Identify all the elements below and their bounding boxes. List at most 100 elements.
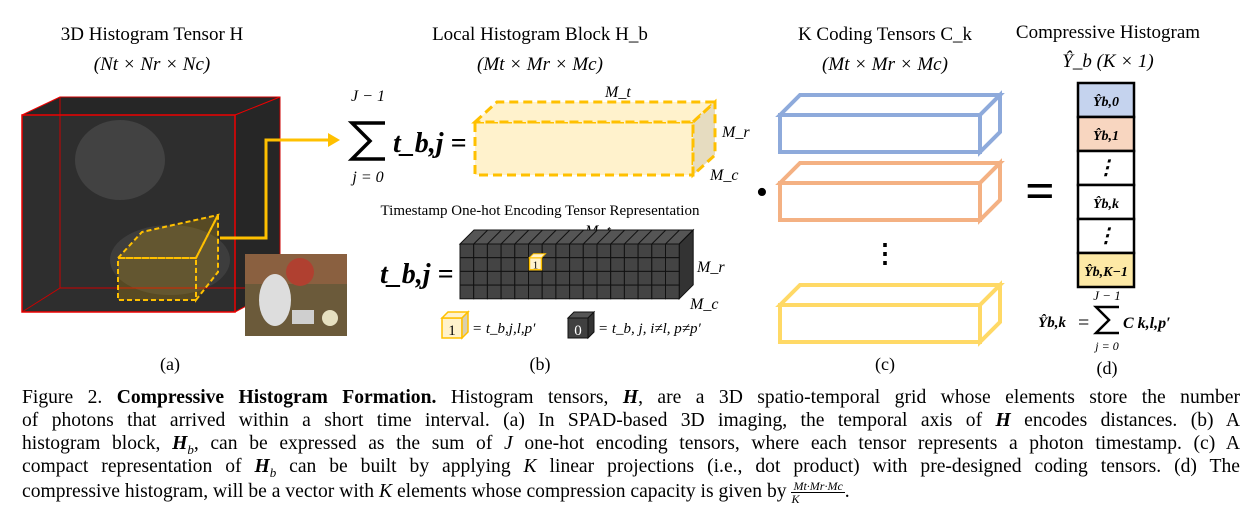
grid-cell xyxy=(473,270,488,286)
grid-cell xyxy=(582,243,598,259)
grid-cell xyxy=(623,257,639,272)
caption-segment: J xyxy=(504,433,513,454)
grid-cell xyxy=(459,270,475,286)
formula-eq: = xyxy=(1078,312,1089,334)
grid-cell xyxy=(541,270,557,286)
grid-cell xyxy=(473,243,488,259)
svg-text:Ŷb,0: Ŷb,0 xyxy=(1093,93,1119,110)
caption-line: Figure 2. Compressive Histogram Formatio… xyxy=(22,386,1240,409)
vector-cell: ⋮ xyxy=(1076,217,1136,255)
caption-segment: K xyxy=(523,456,537,477)
formula-term: C k,l,p′ xyxy=(1123,315,1171,332)
caption-segment: . xyxy=(844,481,850,502)
panel-d-dims: Ŷ_b (K × 1) xyxy=(1062,50,1153,72)
grid-cell xyxy=(665,243,680,259)
grid-cell xyxy=(500,243,516,259)
grid-cell xyxy=(582,284,598,300)
grid-cell xyxy=(500,270,516,286)
axis-mr: M_r xyxy=(721,124,750,141)
svg-text:Ŷb,1: Ŷb,1 xyxy=(1093,127,1119,144)
histogram-block xyxy=(471,98,719,179)
grid-cell xyxy=(596,243,612,259)
caption-segment: linear projections (i.e., dot product) w… xyxy=(536,456,1240,477)
caption-segment: Figure 2. xyxy=(22,387,117,408)
caption-line: of photons that arrived within a short t… xyxy=(22,409,1240,432)
grid-cell xyxy=(582,270,598,286)
caption-segment: H xyxy=(254,456,270,477)
legend-one-cube: 1 xyxy=(440,310,470,340)
dot-operator: • xyxy=(756,174,768,211)
figure-diagram: 3D Histogram Tensor H (Nt × Nr × Nc) (a)… xyxy=(21,22,1200,379)
grid-cell xyxy=(665,257,680,272)
grid-cell xyxy=(514,284,529,300)
equals-sign: = xyxy=(1025,163,1055,220)
legend-zero-text: = t_b, j, i≠l, p≠p′ xyxy=(598,321,702,337)
grid-cell xyxy=(582,257,598,272)
grid-cell xyxy=(596,270,612,286)
grid-cell xyxy=(528,284,543,300)
coding-tensor-blue xyxy=(775,90,1005,157)
grid-cell xyxy=(459,257,475,272)
grid-cell xyxy=(637,257,653,272)
grid-cell xyxy=(473,284,488,300)
formula-sum-symbol-icon xyxy=(1092,305,1119,335)
grid-cell xyxy=(623,270,639,286)
vector-cell: Ŷb,1 xyxy=(1076,115,1136,153)
panel-a-dims: (Nt × Nr × Nc) xyxy=(94,54,210,75)
grid-cell xyxy=(486,284,502,300)
vector-cell: Ŷb,K−1 xyxy=(1076,251,1136,289)
sum-symbol-icon xyxy=(347,121,385,161)
grid-cell xyxy=(541,284,557,300)
sum-lower: j = 0 xyxy=(350,169,383,186)
hot-cell: 1 xyxy=(528,253,547,272)
caption-line: histogram block, Hb, can be expressed as… xyxy=(22,432,1240,461)
legend-one-text: = t_b,j,l,p′ xyxy=(472,321,536,337)
caption-segment: can be built by applying xyxy=(276,456,524,477)
formula-lhs: Ŷb,k xyxy=(1038,314,1066,331)
grid-cell xyxy=(486,243,502,259)
caption-line: compressive histogram, will be a vector … xyxy=(22,480,1240,505)
coding-ellipsis: ⋮ xyxy=(872,239,898,268)
panel-c-dims: (Mt × Mr × Mc) xyxy=(822,54,948,75)
scene-photo xyxy=(245,254,347,336)
formula-lower: j = 0 xyxy=(1093,339,1118,353)
grid-cell xyxy=(610,257,625,272)
caption-segment: K xyxy=(378,481,393,502)
grid-cell xyxy=(610,270,625,286)
panel-a-title: 3D Histogram Tensor H xyxy=(61,24,244,45)
grid-cell xyxy=(665,270,680,286)
grid-cell xyxy=(500,284,516,300)
histogram-cube xyxy=(21,96,281,313)
svg-text:⋮: ⋮ xyxy=(1096,157,1116,179)
axis-mc: M_c xyxy=(709,167,738,184)
grid-cell xyxy=(623,284,639,300)
grid-cell xyxy=(459,243,475,259)
caption-segment: compressive histogram, will be a vector … xyxy=(22,481,379,502)
caption-segment: H xyxy=(995,410,1011,431)
caption-segment: , are a 3D spatio-temporal grid whose el… xyxy=(638,387,1241,408)
caption-segment: H xyxy=(172,433,188,454)
panel-d-title: Compressive Histogram xyxy=(1016,22,1200,43)
grid-cell xyxy=(610,284,625,300)
grid-cell xyxy=(651,257,666,272)
panel-d-label: (d) xyxy=(1097,358,1118,379)
svg-text:Ŷb,k: Ŷb,k xyxy=(1093,195,1119,212)
grid-cell xyxy=(637,284,653,300)
svg-text:⋮: ⋮ xyxy=(1096,225,1116,247)
caption-segment: elements whose compression capacity is g… xyxy=(392,481,792,502)
grid-cell xyxy=(459,284,475,300)
caption-segment: H xyxy=(622,387,639,408)
caption-segment: Compressive Histogram Formation. xyxy=(116,387,437,408)
grid-cell xyxy=(514,257,529,272)
sum-term: t_b,j = xyxy=(393,128,467,159)
grid-cell xyxy=(569,243,584,259)
grid-axis-mr: M_r xyxy=(696,259,725,276)
arrow-connector xyxy=(220,138,328,240)
grid-cell xyxy=(555,243,571,259)
grid-cell xyxy=(486,270,502,286)
formula-upper: J − 1 xyxy=(1093,288,1121,303)
grid-cell xyxy=(637,270,653,286)
arrow-head-icon xyxy=(328,133,340,147)
panel-c-title: K Coding Tensors C_k xyxy=(798,24,973,45)
grid-cell xyxy=(473,257,488,272)
